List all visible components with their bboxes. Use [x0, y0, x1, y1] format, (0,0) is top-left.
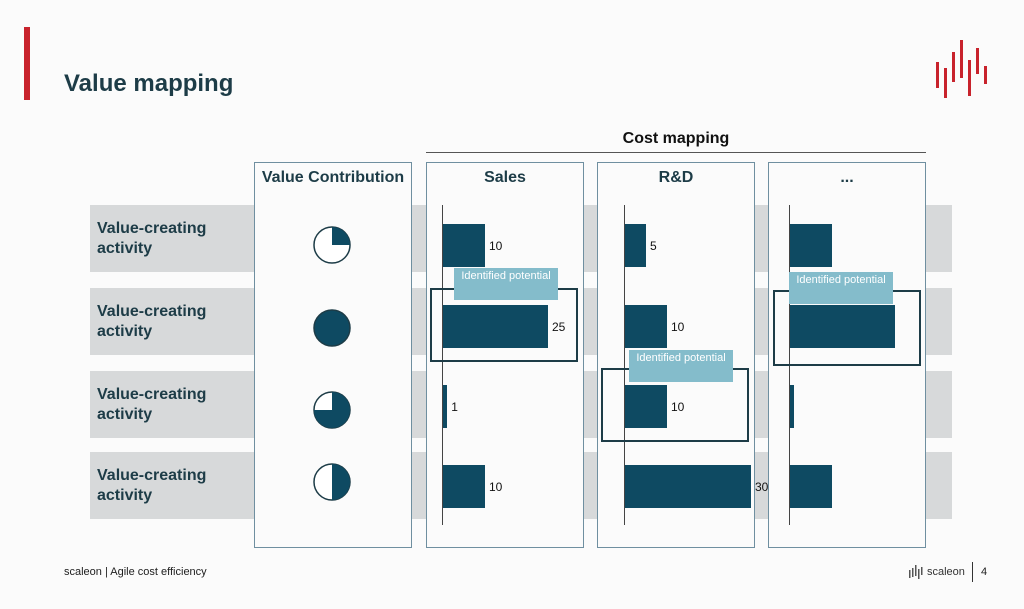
- page-number: 4: [981, 566, 988, 578]
- rnd-value-label: 5: [650, 239, 657, 253]
- cost-mapping-label: Cost mapping: [622, 130, 730, 147]
- footer-divider: [972, 562, 973, 582]
- identified-potential-tag: Identified potential: [454, 268, 558, 300]
- sales-value-label: 1: [451, 400, 458, 414]
- row-label: Value-creating activity: [97, 220, 207, 257]
- quarter-pie-icon: [313, 226, 351, 264]
- rnd-bar: [625, 305, 667, 348]
- slide-title: Value mapping: [64, 70, 234, 97]
- scaleon-small-bars-icon: [909, 565, 923, 579]
- sales-bar: [443, 224, 485, 267]
- sales-axis: [442, 205, 443, 525]
- row-label: Value-creating activity: [97, 303, 207, 340]
- more-bar: [790, 224, 832, 267]
- row-label: Value-creating activity: [97, 467, 207, 504]
- sales-value-label: 10: [489, 480, 503, 494]
- sales-value-label: 25: [552, 320, 566, 334]
- sales-bar: [443, 305, 548, 348]
- more-bar: [790, 385, 795, 428]
- rnd-header: R&D: [658, 169, 694, 186]
- half-pie-icon: [313, 463, 351, 501]
- rnd-bar: [625, 385, 667, 428]
- value-contribution-header: Value Contribution: [261, 169, 405, 186]
- rnd-value-label: 10: [671, 320, 685, 334]
- identified-potential-tag: Identified potential: [629, 350, 733, 382]
- footer-caption: scaleon | Agile cost efficiency: [64, 566, 207, 578]
- full-pie-icon: [313, 309, 351, 347]
- three-quarter-pie-icon: [313, 391, 351, 429]
- row-label: Value-creating activity: [97, 386, 207, 423]
- more-header: ...: [840, 169, 854, 186]
- rnd-value-label: 10: [671, 400, 685, 414]
- title-accent-bar: [24, 27, 30, 100]
- sales-value-label: 10: [489, 239, 503, 253]
- more-bar: [790, 305, 895, 348]
- footer-brand-name: scaleon: [927, 566, 965, 578]
- scaleon-logo-icon: [936, 40, 987, 98]
- sales-bar: [443, 385, 448, 428]
- rnd-bar: [625, 224, 646, 267]
- footer-brand: scaleon: [908, 563, 968, 581]
- more-bar: [790, 465, 832, 508]
- identified-potential-tag: Identified potential: [789, 272, 893, 304]
- sales-bar: [443, 465, 485, 508]
- rnd-value-label: 30: [755, 480, 769, 494]
- cost-mapping-divider: [426, 152, 926, 153]
- sales-header: Sales: [484, 169, 526, 186]
- rnd-axis: [624, 205, 625, 525]
- rnd-bar: [625, 465, 751, 508]
